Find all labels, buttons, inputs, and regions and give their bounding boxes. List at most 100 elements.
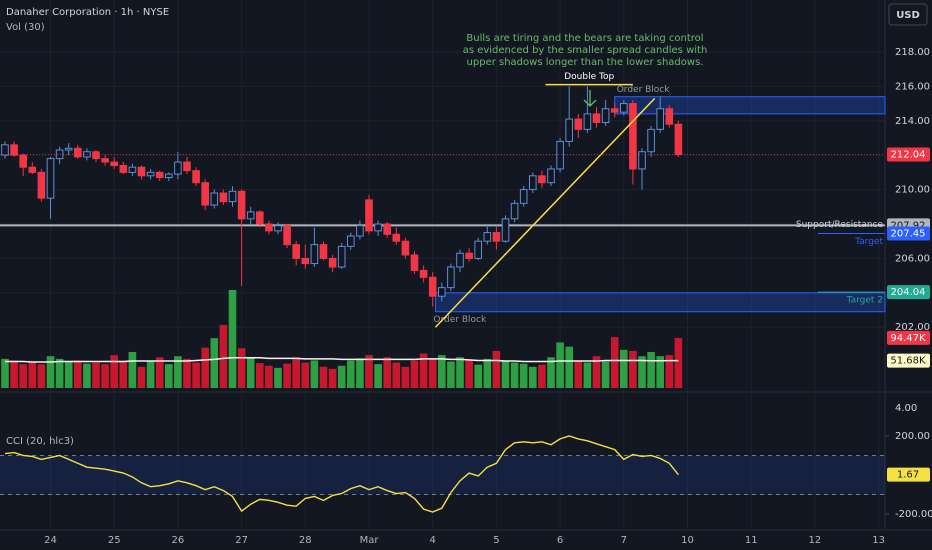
- y-tick-label: 216.00: [895, 81, 930, 92]
- volume-bar: [501, 360, 510, 388]
- candle-body: [592, 113, 601, 123]
- candle-body: [228, 190, 237, 203]
- volume-bar: [83, 363, 91, 388]
- volume-bar: [119, 361, 128, 388]
- price-tag-label: 207.45: [891, 228, 926, 239]
- volume-bar: [638, 356, 646, 388]
- x-tick-label: 12: [809, 535, 822, 546]
- candle-body: [37, 171, 46, 199]
- volume-bar: [347, 360, 355, 388]
- scale-label: 4.00: [895, 403, 917, 414]
- trendline: [434, 97, 656, 328]
- plot: Order Block Order Block Support/Resistance…: [0, 0, 886, 530]
- candle-body: [401, 240, 410, 256]
- candle-body: [310, 244, 319, 265]
- candle-body: [301, 257, 310, 265]
- volume-bar: [228, 289, 237, 388]
- volume-bar: [629, 350, 637, 388]
- annotation-line: upper shadows longer than the lower shad…: [467, 57, 704, 68]
- candle-body: [610, 108, 619, 113]
- price-tag-label: 1.67: [897, 470, 919, 481]
- volume-bar: [483, 358, 492, 388]
- volume-bar: [310, 360, 319, 388]
- volume-bar: [219, 324, 228, 388]
- volume-bar: [337, 365, 346, 388]
- candle-body: [319, 244, 328, 259]
- candle-body: [292, 244, 300, 259]
- candle-body: [419, 269, 428, 278]
- volume-bar: [474, 364, 482, 388]
- volume-bar: [456, 357, 464, 388]
- volume-bar: [465, 360, 473, 388]
- candle-body: [237, 190, 246, 220]
- candle-body: [665, 108, 674, 125]
- price-tag-label: 212.04: [891, 149, 926, 160]
- candle-body: [283, 225, 291, 246]
- candle-body: [365, 199, 373, 232]
- volume-bar: [37, 364, 46, 388]
- volume-bar: [128, 351, 137, 388]
- candle-body: [101, 158, 109, 163]
- price-tag-label: 207.92: [891, 220, 926, 231]
- zone-label: Order Block: [433, 315, 487, 325]
- candle-body: [565, 118, 574, 142]
- volume-bar: [146, 361, 155, 388]
- candle-body: [128, 166, 137, 173]
- x-tick-label: 28: [299, 535, 312, 546]
- level-label: Target 2: [846, 296, 883, 306]
- candle-body: [274, 225, 282, 232]
- double-top-box: [565, 70, 614, 83]
- volume-bar: [174, 356, 182, 388]
- price-tag: [887, 467, 930, 482]
- x-tick-label: 5: [493, 535, 499, 546]
- candle-body: [174, 161, 182, 175]
- candle-body: [155, 171, 164, 179]
- volume-bar: [428, 358, 437, 388]
- volume-bar: [28, 361, 37, 388]
- candle-body: [556, 140, 564, 170]
- candle-body: [219, 192, 228, 203]
- volume-bar: [447, 361, 455, 388]
- x-tick-label: 13: [872, 535, 885, 546]
- volume-bar: [319, 366, 328, 388]
- volume-bar: [55, 358, 64, 388]
- price-tag: [887, 285, 930, 300]
- candle-body: [638, 151, 646, 170]
- chart-title: Danaher Corporation · 1h · NYSE: [6, 7, 169, 18]
- volume-bar: [283, 363, 291, 388]
- cci-title: CCI (20, hlc3): [6, 436, 74, 447]
- volume-bar: [647, 351, 655, 388]
- volume-bar: [374, 364, 382, 388]
- volume-bar: [155, 357, 164, 388]
- candle-body: [55, 149, 64, 160]
- price-tag: [887, 353, 930, 368]
- currency-button[interactable]: [888, 3, 928, 26]
- candle-body: [656, 108, 665, 130]
- volume-bar: [110, 355, 118, 388]
- volume-bar: [265, 365, 273, 388]
- x-tick-label: 7: [621, 535, 627, 546]
- volume-bar: [565, 346, 573, 388]
- annotation-line: as evidenced by the smaller spread candl…: [463, 45, 708, 56]
- volume-bar: [301, 362, 310, 388]
- candle-body: [629, 103, 637, 170]
- volume-bar: [392, 362, 401, 388]
- candle-body: [519, 189, 528, 204]
- candle-body: [392, 233, 401, 242]
- candle-body: [356, 225, 364, 237]
- volume-bar: [492, 350, 501, 388]
- candle-body: [1, 144, 9, 156]
- y-tick-label: 210.00: [895, 185, 930, 196]
- volume-bar: [192, 362, 200, 388]
- candle-body: [10, 144, 18, 156]
- x-tick-label: 11: [745, 535, 758, 546]
- candle-body: [92, 151, 100, 160]
- x-tick-label: 27: [235, 535, 248, 546]
- candle-body: [137, 166, 146, 177]
- volume-bar: [1, 358, 9, 388]
- price-tag: [887, 330, 930, 345]
- y-tick-label: 206.00: [895, 253, 930, 264]
- candle-body: [201, 182, 209, 206]
